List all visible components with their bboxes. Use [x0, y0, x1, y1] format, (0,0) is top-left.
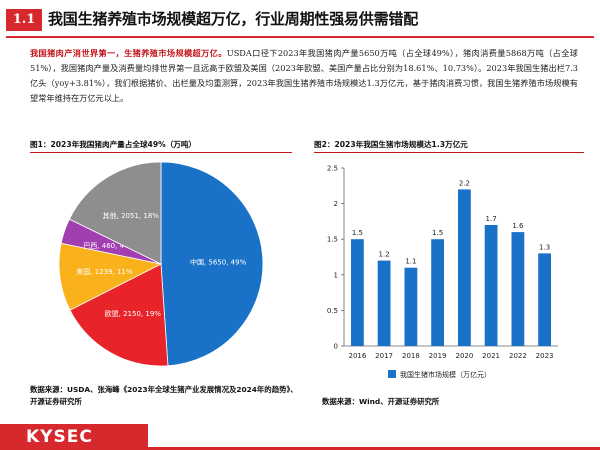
bar-2022 — [511, 232, 525, 346]
section-number: 1.1 — [6, 9, 42, 31]
x-tick-label-2016: 2016 — [348, 352, 366, 360]
x-tick-label-2019: 2019 — [429, 352, 447, 360]
y-tick-label-3: 1.5 — [327, 236, 338, 244]
y-tick-label-5: 2.5 — [327, 165, 338, 173]
bar-2021 — [484, 225, 498, 346]
x-tick-label-2017: 2017 — [375, 352, 393, 360]
logo-text: KYSEC — [26, 427, 93, 447]
pie-slice-label-3: 巴西, 460, 4% — [83, 242, 131, 250]
x-tick-label-2021: 2021 — [482, 352, 500, 360]
legend-label: 我国生猪市场规模（万亿元） — [400, 370, 491, 379]
bar-value-label-2022: 1.6 — [512, 222, 524, 230]
figure2-source: 数据来源：Wind、开源证券研究所 — [322, 397, 440, 406]
x-tick-label-2018: 2018 — [402, 352, 420, 360]
bar-value-label-2017: 1.2 — [379, 251, 390, 259]
y-tick-label-2: 1 — [334, 271, 338, 279]
bar-value-label-2020: 2.2 — [459, 179, 470, 187]
figure2-bar-chart: 0 0.5 1 1.5 2 2.5 1.5 2016 1.2 2017 1.1 2018 1.5 2019… — [327, 165, 558, 379]
figure2-rule — [314, 152, 584, 153]
x-tick-label-2020: 2020 — [455, 352, 473, 360]
x-tick-label-2023: 2023 — [536, 352, 554, 360]
page-header: 1.1 我国生猪养殖市场规模超万亿，行业周期性强易供需错配 — [0, 0, 600, 40]
figure1-rule — [30, 152, 292, 153]
figure1-pie-chart: 中国, 5650, 49% 欧盟, 2150, 19% 美国, 1239, 11% 巴… — [58, 161, 264, 367]
legend-swatch — [388, 370, 396, 378]
pie-slice-0 — [160, 161, 264, 367]
bar-2016 — [351, 239, 364, 346]
body-paragraph: 我国猪肉产消世界第一，生猪养殖市场规模超万亿。USDA口径下2023年我国猪肉产… — [30, 46, 578, 106]
figure1-source: 数据来源：USDA、张海峰《2023年全球生猪产业发展情况及2024年的趋势》、… — [30, 385, 298, 406]
page-title: 我国生猪养殖市场规模超万亿，行业周期性强易供需错配 — [48, 10, 419, 28]
pie-slice-1 — [69, 263, 169, 367]
bar-2023 — [538, 253, 551, 346]
pie-slice-label-0: 中国, 5650, 49% — [190, 258, 247, 267]
bar-value-label-2018: 1.1 — [405, 258, 416, 266]
bar-2019 — [431, 239, 444, 346]
logo: KYSEC — [0, 424, 148, 450]
header-rule — [6, 36, 594, 38]
bar-value-label-2019: 1.5 — [432, 229, 443, 237]
bar-2020 — [458, 189, 471, 346]
x-tick-label-2022: 2022 — [509, 352, 527, 360]
pie-slice-4 — [68, 161, 162, 265]
y-tick-label-0: 0 — [334, 343, 338, 351]
bar-value-label-2023: 1.3 — [539, 243, 550, 251]
pie-slice-label-4: 其他, 2051, 18% — [103, 211, 160, 220]
page-footer: KYSEC — [0, 416, 600, 450]
figure2-title: 图2：2023年我国生猪市场规模达1.3万亿元 — [314, 140, 468, 149]
pie-slice-label-1: 欧盟, 2150, 19% — [105, 309, 162, 318]
bar-2017 — [377, 260, 391, 346]
y-tick-label-4: 2 — [334, 200, 338, 208]
paragraph-highlight: 我国猪肉产消世界第一，生猪养殖市场规模超万亿。 — [30, 48, 227, 58]
paragraph-body: USDA口径下2023年我国猪肉产量5650万吨（占全球49%），猪肉消费量58… — [30, 48, 578, 103]
bar-2018 — [404, 267, 418, 346]
bar-value-label-2016: 1.5 — [352, 229, 363, 237]
pie-slice-label-2: 美国, 1239, 11% — [76, 267, 133, 276]
figure1-title: 图1：2023年我国猪肉产量占全球49%（万吨） — [30, 140, 197, 149]
bar-value-label-2021: 1.7 — [486, 215, 497, 223]
footer-rule — [148, 447, 600, 450]
y-tick-label-1: 0.5 — [327, 307, 338, 315]
pie-slice-2 — [58, 242, 163, 311]
